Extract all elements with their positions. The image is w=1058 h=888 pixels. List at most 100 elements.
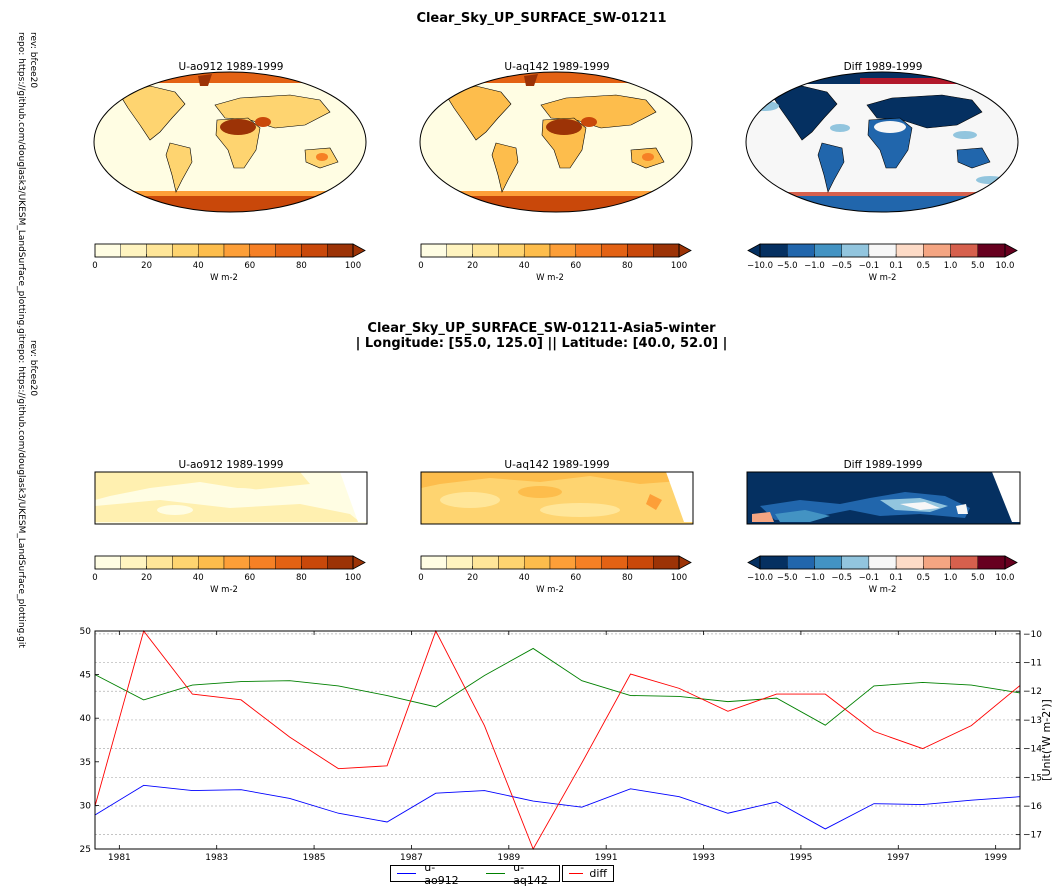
x-tick-label: 1987 [400, 853, 423, 863]
region-map-u-ao912 [94, 471, 368, 525]
colorbar-swatch [94, 243, 121, 258]
legend-label-u-aq142: u-aq142 [513, 860, 548, 887]
colorbar-swatch [923, 555, 951, 570]
global-map-title-2: U-aq142 1989-1999 [504, 61, 610, 73]
colorbar-swatch [601, 555, 628, 570]
colorbar-swatch [653, 555, 680, 570]
colorbar-frame [94, 243, 354, 258]
colorbar-tick-label: 80 [296, 261, 307, 271]
x-tick-label: 1981 [108, 853, 131, 863]
colorbar-region-3: −10.0 −5.0 −1.0 −0.5 −0.1 0.1 0.5 1.0 5.0 10.0 W m… [747, 555, 1018, 595]
colorbar-tick-label: 80 [622, 573, 633, 583]
colorbar-tick-label: 0.1 [889, 573, 903, 583]
colorbar-tick-label: 100 [345, 573, 361, 583]
colorbar-tick-label: 0 [92, 573, 97, 583]
colorbar-swatch [524, 555, 551, 570]
x-tick-label: 1999 [984, 853, 1007, 863]
figure-title: Clear_Sky_UP_SURFACE_SW-01211 [416, 11, 667, 26]
colorbar-frame [420, 243, 680, 258]
colorbar-extend-high [352, 555, 366, 570]
colorbar-swatch [524, 243, 551, 258]
colorbar-global-1: 0 20 40 60 80 100 W m-2 [92, 243, 366, 283]
y-tick-label-right: −13 [1023, 716, 1042, 726]
colorbar-region-2: 0 20 40 60 80 100 W m-2 [418, 555, 692, 595]
region-map-diff [746, 471, 1021, 525]
colorbar-tick-label: −1.0 [804, 573, 825, 583]
region-map-title-1: U-ao912 1989-1999 [178, 459, 284, 471]
colorbar-tick-label: 40 [193, 261, 204, 271]
y-tick-label-left: 25 [80, 845, 91, 855]
colorbar-swatch [301, 555, 328, 570]
y-axis-left: 25 30 35 40 45 50 [80, 627, 99, 855]
colorbar-swatch [759, 555, 788, 570]
colorbar-swatch [420, 243, 447, 258]
colorbar-extend-high [678, 243, 692, 258]
y-tick-label-left: 45 [80, 671, 91, 681]
colorbar-units-label: W m-2 [536, 585, 564, 595]
colorbar-tick-label: 20 [467, 573, 478, 583]
colorbar-region-1: 0 20 40 60 80 100 W m-2 [92, 555, 366, 595]
colorbar-tick-label: −0.1 [859, 573, 880, 583]
colorbar-tick-label: 1.0 [944, 261, 958, 271]
series-line-diff [94, 629, 1021, 851]
x-tick-label: 1983 [205, 853, 228, 863]
y-tick-label-right: −14 [1023, 745, 1042, 755]
colorbar-swatch [549, 555, 576, 570]
colorbar-tick-label: 60 [244, 261, 255, 271]
colorbar-tick-label: −1.0 [804, 261, 825, 271]
global-map-u-ao912 [94, 72, 366, 212]
colorbar-tick-label: −5.0 [777, 573, 798, 583]
colorbar-tick-label: 5.0 [971, 261, 985, 271]
colorbar-swatch [787, 555, 815, 570]
colorbar-tick-label: 40 [519, 261, 530, 271]
colorbar-swatch [923, 243, 951, 258]
legend-right-series: diff [562, 865, 614, 882]
colorbar-tick-label: 0.1 [889, 261, 903, 271]
colorbar-swatch [498, 555, 525, 570]
colorbar-swatch [977, 555, 1006, 570]
colorbar-swatch [446, 555, 473, 570]
global-map-title-3: Diff 1989-1999 [843, 61, 923, 73]
colorbar-swatch [575, 555, 602, 570]
legend-line-u-aq142 [485, 873, 506, 874]
colorbar-swatch [146, 555, 173, 570]
colorbar-extend-low [747, 555, 761, 570]
colorbar-swatch [814, 243, 842, 258]
colorbar-tick-label: 10.0 [996, 261, 1015, 271]
colorbar-tick-label: 60 [570, 573, 581, 583]
colorbar-swatch [895, 555, 924, 570]
colorbar-tick-label: 20 [141, 573, 152, 583]
colorbar-swatch [868, 243, 897, 258]
legend-label-u-ao912: u-ao912 [424, 860, 459, 887]
region-title-line2: | Longitude: [55.0, 125.0] || Latitude: … [355, 336, 728, 351]
timeseries-chart: 1981 1983 1985 1987 1989 1991 1993 1995 1997 1999… [80, 627, 1053, 863]
colorbar-tick-label: 60 [570, 261, 581, 271]
colorbar-frame [420, 555, 680, 570]
colorbar-swatch [601, 243, 628, 258]
colorbar-swatch [223, 555, 250, 570]
colorbar-tick-label: 100 [671, 573, 687, 583]
colorbar-swatch [327, 555, 354, 570]
colorbar-swatch [172, 243, 199, 258]
y-tick-label-left: 50 [80, 627, 92, 637]
colorbar-swatch [94, 555, 121, 570]
colorbar-swatch [472, 243, 499, 258]
colorbar-frame [759, 555, 1006, 570]
colorbar-tick-label: −0.5 [831, 573, 852, 583]
colorbar-swatch [498, 243, 525, 258]
colorbar-swatch [627, 243, 654, 258]
colorbar-swatch [275, 243, 302, 258]
colorbar-tick-label: 40 [519, 573, 530, 583]
colorbar-swatch [575, 243, 602, 258]
y-tick-label-right: −12 [1023, 687, 1042, 697]
colorbar-swatch [197, 243, 225, 258]
colorbar-tick-label: 0 [418, 573, 423, 583]
colorbar-tick-label: 80 [296, 573, 307, 583]
colorbar-swatch [420, 555, 447, 570]
region-title-line1: Clear_Sky_UP_SURFACE_SW-01211-Asia5-wint… [367, 321, 716, 336]
series-line-u-aq142 [94, 647, 1021, 726]
x-tick-label: 1989 [497, 853, 520, 863]
global-maps [93, 71, 1019, 213]
colorbar-swatch [197, 555, 225, 570]
